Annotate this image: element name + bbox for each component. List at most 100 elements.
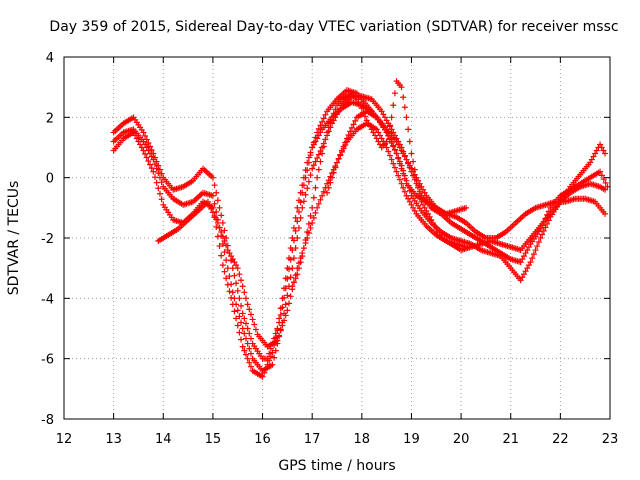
data-point bbox=[226, 288, 233, 295]
data-point bbox=[281, 317, 288, 324]
data-point bbox=[401, 172, 408, 179]
data-point bbox=[324, 129, 331, 136]
data-point bbox=[261, 369, 268, 376]
data-point bbox=[309, 219, 316, 226]
data-point bbox=[391, 90, 398, 97]
data-point bbox=[396, 158, 403, 165]
data-point bbox=[330, 110, 337, 117]
data-point bbox=[330, 169, 337, 176]
data-point bbox=[276, 332, 283, 339]
data-point bbox=[236, 313, 243, 320]
data-point bbox=[602, 179, 609, 186]
data-point bbox=[214, 197, 221, 204]
y-tick-label: -4 bbox=[41, 292, 54, 307]
data-point bbox=[287, 293, 294, 300]
data-point bbox=[243, 320, 249, 327]
data-point bbox=[360, 109, 367, 116]
data-point bbox=[329, 174, 336, 181]
data-point bbox=[228, 253, 235, 260]
data-point bbox=[386, 122, 393, 129]
data-point bbox=[234, 287, 241, 294]
data-point bbox=[243, 351, 249, 358]
data-point bbox=[224, 247, 231, 254]
data-point bbox=[223, 257, 230, 264]
data-point bbox=[411, 166, 418, 173]
data-point bbox=[241, 289, 248, 296]
data-point bbox=[243, 295, 249, 302]
data-point bbox=[287, 256, 294, 263]
data-point bbox=[338, 149, 345, 156]
data-point bbox=[522, 250, 529, 257]
data-point bbox=[148, 153, 155, 160]
data-point bbox=[244, 301, 251, 308]
x-tick-label: 20 bbox=[453, 432, 470, 447]
data-point bbox=[380, 111, 387, 118]
data-point bbox=[421, 204, 428, 211]
data-point bbox=[342, 141, 349, 148]
y-axis-label: SDTVAR / TECUs bbox=[6, 181, 22, 296]
data-point bbox=[305, 220, 312, 227]
data-point bbox=[352, 117, 359, 124]
data-point bbox=[213, 189, 220, 196]
data-point bbox=[310, 194, 317, 201]
data-point bbox=[213, 216, 220, 223]
data-point bbox=[390, 129, 397, 136]
data-point bbox=[247, 363, 254, 370]
data-point bbox=[156, 190, 163, 197]
data-point bbox=[264, 361, 271, 368]
data-point bbox=[602, 150, 609, 157]
data-point bbox=[216, 224, 223, 231]
data-point bbox=[310, 214, 317, 221]
data-point bbox=[241, 330, 248, 337]
data-point bbox=[305, 178, 312, 185]
data-point bbox=[229, 256, 236, 263]
data-point bbox=[266, 350, 273, 357]
data-point bbox=[320, 188, 327, 195]
data-point bbox=[304, 185, 311, 192]
data-point bbox=[396, 176, 403, 183]
data-point bbox=[317, 129, 324, 136]
data-point bbox=[602, 210, 609, 217]
data-point bbox=[415, 182, 422, 189]
data-point bbox=[231, 259, 238, 266]
data-point bbox=[355, 99, 362, 106]
data-point bbox=[393, 168, 400, 175]
data-point bbox=[429, 219, 436, 226]
data-point bbox=[208, 205, 215, 212]
data-point bbox=[211, 212, 218, 219]
data-point bbox=[132, 132, 139, 139]
data-point bbox=[400, 167, 407, 174]
data-point bbox=[294, 235, 301, 241]
data-point bbox=[329, 114, 336, 121]
data-point bbox=[286, 266, 293, 273]
data-point bbox=[340, 145, 347, 152]
data-point bbox=[233, 315, 240, 322]
data-point bbox=[269, 349, 276, 356]
data-point bbox=[218, 212, 225, 219]
data-point bbox=[401, 188, 408, 195]
data-point bbox=[228, 294, 235, 301]
data-point bbox=[537, 235, 544, 241]
data-point bbox=[307, 152, 314, 159]
data-point bbox=[289, 283, 296, 290]
data-point bbox=[410, 158, 417, 165]
data-point bbox=[401, 153, 408, 160]
data-point bbox=[322, 111, 329, 118]
data-point bbox=[529, 255, 536, 262]
data-point bbox=[295, 265, 302, 272]
data-point bbox=[272, 347, 279, 354]
data-point bbox=[535, 239, 542, 246]
data-point bbox=[405, 159, 412, 166]
data-point bbox=[251, 321, 258, 328]
data-point bbox=[312, 138, 319, 145]
data-point bbox=[299, 253, 306, 260]
data-point bbox=[229, 289, 236, 296]
data-point bbox=[221, 249, 228, 256]
data-point bbox=[206, 202, 213, 209]
data-point bbox=[398, 162, 405, 169]
data-point bbox=[307, 172, 314, 179]
data-point bbox=[279, 304, 286, 311]
data-point bbox=[266, 357, 273, 364]
data-point bbox=[395, 154, 402, 161]
x-tick-label: 16 bbox=[254, 432, 271, 447]
